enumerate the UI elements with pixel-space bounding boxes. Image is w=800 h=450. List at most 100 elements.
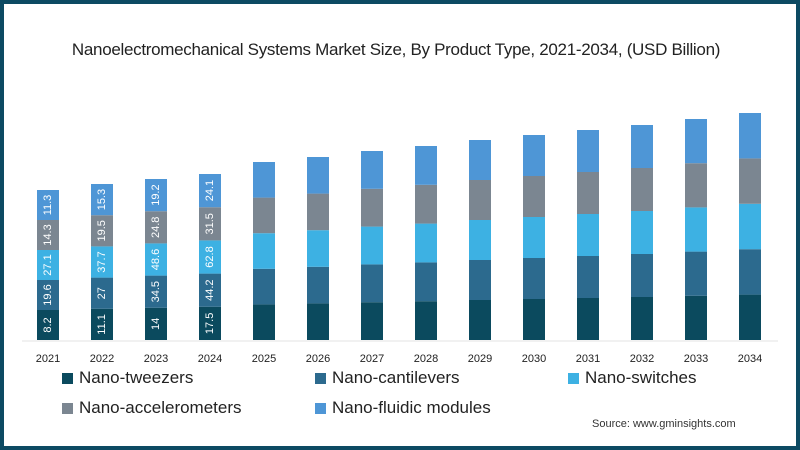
data-label: 24.8 — [150, 217, 162, 238]
bar-segment-nano-fluidic-modules-2028 — [415, 146, 437, 185]
bar-segment-nano-fluidic-modules-2030 — [523, 135, 545, 176]
legend-label: Nano-switches — [585, 368, 697, 387]
bar-segment-nano-cantilevers-2032 — [631, 254, 653, 297]
bar-segment-nano-fluidic-modules-2023 — [145, 179, 167, 212]
bar-segment-nano-fluidic-modules-2021 — [37, 190, 59, 220]
x-tick-label: 2029 — [468, 353, 492, 365]
bar-segment-nano-cantilevers-2021 — [37, 280, 59, 310]
bar-segment-nano-accelerometers-2032 — [631, 168, 653, 211]
bar-segment-nano-switches-2022 — [91, 246, 113, 278]
bar-segment-nano-fluidic-modules-2022 — [91, 184, 113, 216]
legend-label: Nano-accelerometers — [79, 398, 242, 417]
x-tick-label: 2026 — [306, 353, 330, 365]
bar-segment-nano-switches-2029 — [469, 220, 491, 260]
data-label: 48.6 — [150, 249, 162, 270]
bar-segment-nano-accelerometers-2031 — [577, 172, 599, 214]
bar-segment-nano-cantilevers-2024 — [199, 273, 221, 307]
bar-segment-nano-cantilevers-2029 — [469, 260, 491, 300]
bar-segment-nano-tweezers-2021 — [37, 310, 59, 340]
x-tick-label: 2032 — [630, 353, 654, 365]
bar-segment-nano-cantilevers-2033 — [685, 251, 707, 296]
bar-segment-nano-tweezers-2030 — [523, 299, 545, 340]
bar-segment-nano-fluidic-modules-2027 — [361, 151, 383, 189]
bar-segment-nano-switches-2021 — [37, 250, 59, 280]
data-label: 27.1 — [42, 254, 54, 275]
bar-segment-nano-cantilevers-2022 — [91, 277, 113, 309]
data-label: 34.5 — [150, 281, 162, 302]
bar-segment-nano-tweezers-2023 — [145, 307, 167, 340]
x-tick-label: 2034 — [738, 353, 762, 365]
data-label: 24.1 — [204, 180, 216, 201]
data-label: 8.2 — [42, 317, 54, 332]
bar-segment-nano-accelerometers-2026 — [307, 193, 329, 231]
bar-segment-nano-fluidic-modules-2024 — [199, 174, 221, 208]
bar-segment-nano-switches-2031 — [577, 214, 599, 256]
bar-segment-nano-switches-2023 — [145, 243, 167, 276]
data-label: 19.5 — [96, 220, 108, 241]
bar-segment-nano-tweezers-2034 — [739, 294, 761, 340]
bar-segment-nano-accelerometers-2034 — [739, 158, 761, 204]
x-tick-label: 2030 — [522, 353, 546, 365]
bar-segment-nano-accelerometers-2030 — [523, 176, 545, 217]
legend-swatch — [62, 372, 73, 384]
bar-segment-nano-fluidic-modules-2033 — [685, 119, 707, 164]
data-label: 62.8 — [204, 246, 216, 267]
legend-label: Nano-fluidic modules — [332, 398, 491, 417]
data-label: 17.5 — [204, 313, 216, 334]
bar-segment-nano-cantilevers-2028 — [415, 262, 437, 302]
bar-segment-nano-accelerometers-2029 — [469, 180, 491, 220]
bar-segment-nano-tweezers-2032 — [631, 297, 653, 340]
legend-swatch — [568, 372, 579, 384]
legend-item: Nano-cantilevers — [315, 368, 460, 388]
bar-segment-nano-accelerometers-2033 — [685, 163, 707, 208]
legend-label: Nano-tweezers — [79, 368, 194, 387]
bar-segment-nano-switches-2032 — [631, 211, 653, 254]
x-tick-label: 2027 — [360, 353, 384, 365]
legend-swatch — [62, 402, 73, 414]
bar-segment-nano-switches-2026 — [307, 230, 329, 267]
bar-segment-nano-cantilevers-2027 — [361, 264, 383, 303]
data-label: 11.3 — [42, 195, 54, 216]
data-label: 19.6 — [42, 284, 54, 305]
bar-segment-nano-cantilevers-2031 — [577, 256, 599, 298]
data-label: 19.2 — [150, 184, 162, 205]
bar-segment-nano-cantilevers-2026 — [307, 266, 329, 304]
x-tick-label: 2031 — [576, 353, 600, 365]
bar-segment-nano-fluidic-modules-2032 — [631, 125, 653, 168]
bar-segment-nano-switches-2033 — [685, 207, 707, 252]
bar-segment-nano-switches-2034 — [739, 203, 761, 250]
bar-segment-nano-cantilevers-2034 — [739, 249, 761, 295]
bar-segment-nano-tweezers-2025 — [253, 304, 275, 340]
bar-segment-nano-tweezers-2026 — [307, 303, 329, 340]
bar-segment-nano-accelerometers-2022 — [91, 215, 113, 247]
bar-segment-nano-accelerometers-2024 — [199, 207, 221, 241]
bar-segment-nano-switches-2030 — [523, 217, 545, 258]
data-label: 27 — [96, 287, 108, 299]
data-label: 14 — [150, 318, 162, 330]
bar-segment-nano-tweezers-2024 — [199, 306, 221, 340]
x-tick-label: 2021 — [36, 353, 60, 365]
bar-segment-nano-tweezers-2022 — [91, 308, 113, 340]
bar-segment-nano-accelerometers-2028 — [415, 184, 437, 224]
bar-segment-nano-fluidic-modules-2034 — [739, 113, 761, 159]
data-label: 11.1 — [96, 314, 108, 335]
bar-segment-nano-tweezers-2029 — [469, 300, 491, 340]
bar-segment-nano-switches-2027 — [361, 226, 383, 265]
bar-segment-nano-fluidic-modules-2026 — [307, 157, 329, 194]
source-note: Source: www.gminsights.com — [592, 418, 736, 430]
legend-item: Nano-switches — [568, 368, 697, 388]
data-label: 44.2 — [204, 279, 216, 300]
legend-swatch — [315, 402, 326, 414]
bar-segment-nano-switches-2028 — [415, 223, 437, 263]
bar-segment-nano-tweezers-2027 — [361, 302, 383, 340]
bar-segment-nano-fluidic-modules-2031 — [577, 130, 599, 172]
bar-segment-nano-fluidic-modules-2025 — [253, 162, 275, 198]
x-tick-label: 2033 — [684, 353, 708, 365]
x-tick-label: 2028 — [414, 353, 438, 365]
bar-segment-nano-accelerometers-2023 — [145, 211, 167, 244]
legend-item: Nano-fluidic modules — [315, 398, 491, 418]
bar-segment-nano-switches-2025 — [253, 233, 275, 269]
data-label: 15.3 — [96, 189, 108, 210]
x-tick-label: 2025 — [252, 353, 276, 365]
